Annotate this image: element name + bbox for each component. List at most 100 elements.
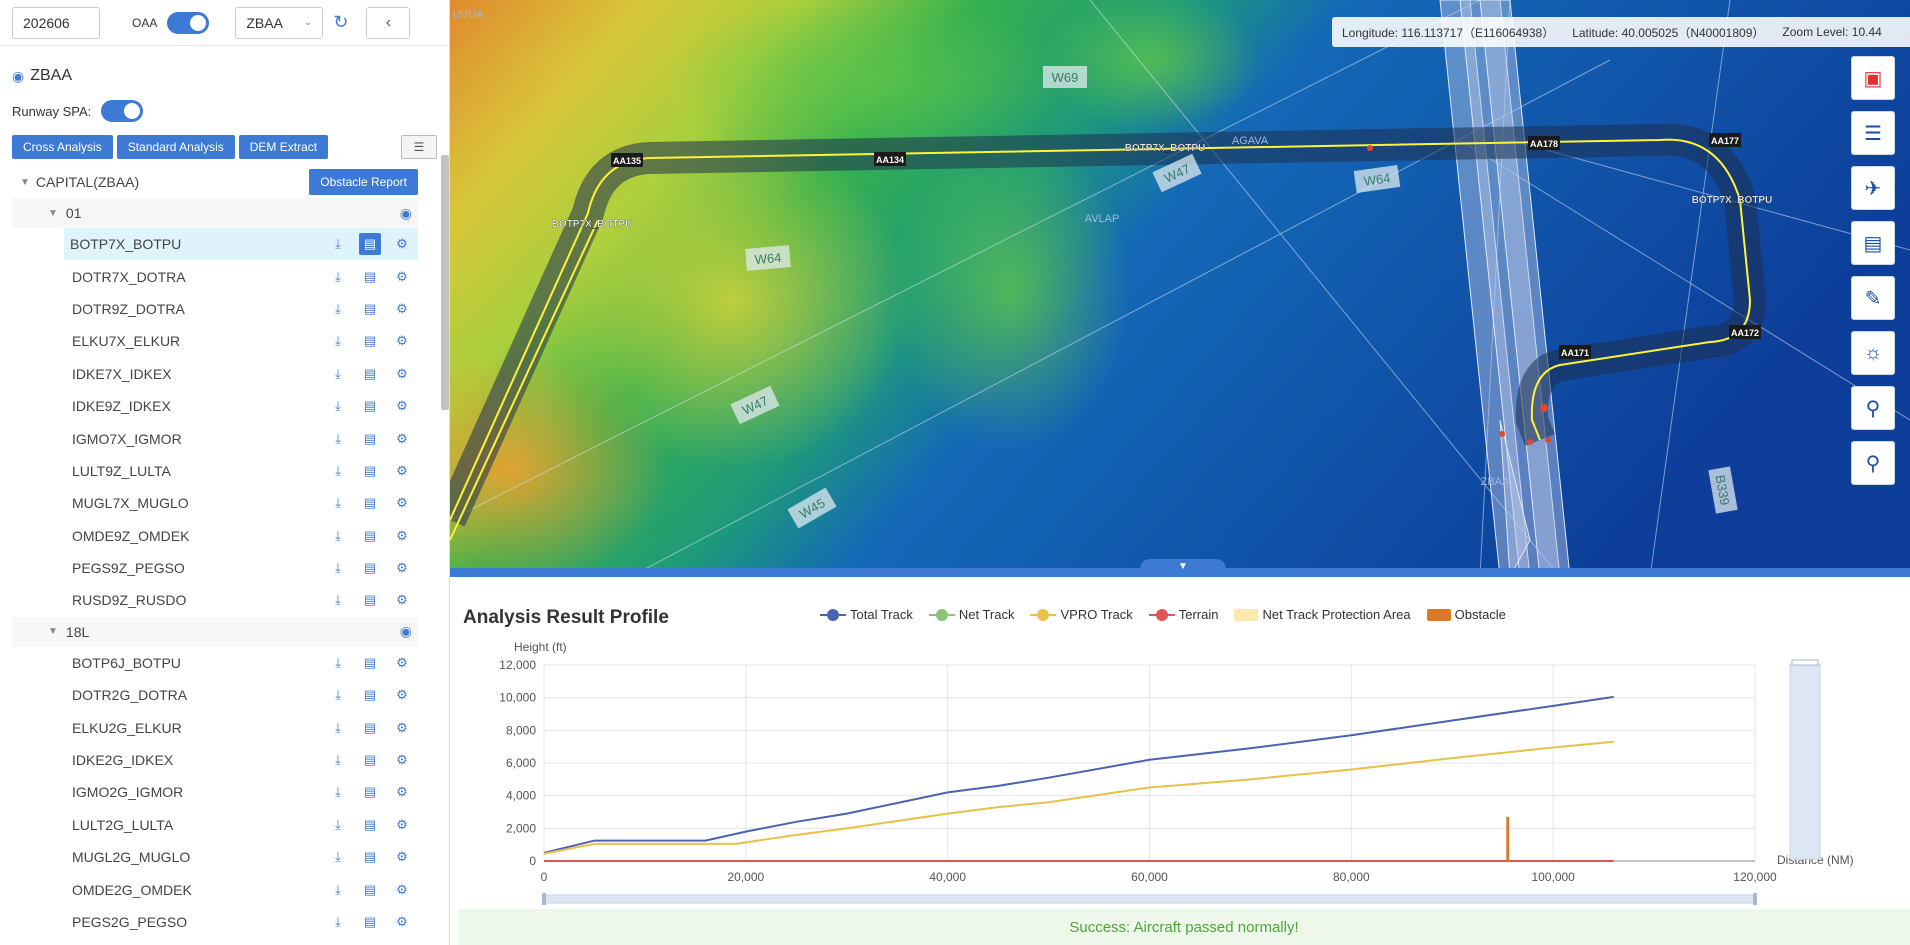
series-line-total-track[interactable] [543,695,1614,854]
x-zoom-slider[interactable] [543,894,1756,904]
procedure-item[interactable]: MUGL2G_MUGLO ⤓ ▤ ⚙ [66,841,418,873]
airport-select[interactable]: ZBAA ⌄ [235,6,324,39]
document-icon[interactable]: ▤ [363,398,377,414]
map-view[interactable]: W69 W47 W64 W64 W47 W45 B339 AA135 AA134 AA178 AA… [450,0,1910,577]
legend-item[interactable]: VPRO Track [1030,607,1133,622]
gear-icon[interactable]: ⚙ [396,914,408,929]
procedure-item[interactable]: LULT2G_LULTA ⤓ ▤ ⚙ [66,809,418,841]
legend-item[interactable]: Terrain [1148,607,1218,622]
download-icon[interactable]: ⤓ [335,784,341,800]
download-icon[interactable]: ⤓ [335,527,341,543]
obstacle-report-button[interactable]: Obstacle Report [309,169,418,195]
document-icon[interactable]: ▤ [363,914,377,929]
download-icon[interactable]: ⤓ [335,430,341,446]
procedure-item[interactable]: PEGS9Z_PEGSO ⤓ ▤ ⚙ [66,552,418,584]
tree-group-01[interactable]: ▼ 01 ◉ [12,198,418,228]
procedure-item[interactable]: ELKU7X_ELKUR ⤓ ▤ ⚙ [66,325,418,357]
eye-icon[interactable]: ◉ [399,204,412,221]
cross-analysis-button[interactable]: Cross Analysis [12,135,113,159]
gear-icon[interactable]: ⚙ [396,268,408,284]
gear-icon[interactable]: ⚙ [396,398,408,414]
document-icon[interactable]: ▤ [363,300,377,316]
procedure-item[interactable]: ELKU2G_ELKUR ⤓ ▤ ⚙ [66,711,418,743]
procedure-item[interactable]: DOTR2G_DOTRA ⤓ ▤ ⚙ [66,679,418,711]
document-icon[interactable]: ▤ [363,560,377,576]
gear-icon[interactable]: ⚙ [396,752,408,768]
gear-icon[interactable]: ⚙ [396,687,408,703]
download-icon[interactable]: ⤓ [335,654,341,670]
download-icon[interactable]: ⤓ [335,914,341,929]
document-icon[interactable]: ▤ [363,752,377,768]
gear-icon[interactable]: ⚙ [396,300,408,316]
download-icon[interactable]: ⤓ [335,495,341,511]
document-icon[interactable]: ▤ [363,719,377,735]
download-icon[interactable]: ⤓ [335,560,341,576]
standard-analysis-button[interactable]: Standard Analysis [116,135,235,159]
download-icon[interactable]: ⤓ [335,268,341,284]
procedure-item[interactable]: BOTP6J_BOTPU ⤓ ▤ ⚙ [66,647,418,679]
gear-icon[interactable]: ⚙ [396,654,408,670]
procedure-item[interactable]: PEGS2G_PEGSO ⤓ ▤ ⚙ [66,906,418,938]
document-icon[interactable]: ▤ [363,430,377,446]
document-icon[interactable]: ▤ [363,462,377,478]
gear-icon[interactable]: ⚙ [396,236,408,252]
legend-item[interactable]: Obstacle [1426,607,1506,622]
tree-root[interactable]: ▼ CAPITAL(ZBAA) Obstacle Report [0,166,430,198]
procedure-item[interactable]: IDKE7X_IDKEX ⤓ ▤ ⚙ [66,358,418,390]
download-icon[interactable]: ⤓ [335,719,341,735]
runway-icon[interactable]: ▤ [1851,221,1895,265]
refresh-icon[interactable]: ↻ [333,12,349,32]
download-icon[interactable]: ⤓ [335,333,341,349]
procedure-item[interactable]: OMDE9Z_OMDEK ⤓ ▤ ⚙ [66,520,418,552]
document-icon[interactable]: ▤ [363,784,377,800]
tree-group-18L[interactable]: ▼ 18L ◉ [12,616,418,647]
search-icon[interactable]: ⚲ [1851,441,1895,485]
gear-icon[interactable]: ⚙ [396,719,408,735]
legend-item[interactable]: Net Track [928,607,1014,622]
document-icon[interactable]: ▤ [359,233,381,256]
series-line-vpro-track[interactable] [543,740,1614,855]
gear-icon[interactable]: ⚙ [396,560,408,576]
sidebar-scrollbar[interactable] [441,155,449,410]
document-icon[interactable]: ▤ [363,654,377,670]
gear-icon[interactable]: ⚙ [396,462,408,478]
year-input[interactable]: 202606 [12,6,100,39]
gear-icon[interactable]: ⚙ [396,527,408,543]
document-icon[interactable]: ▤ [363,687,377,703]
procedure-item[interactable]: OMDE2G_OMDEK ⤓ ▤ ⚙ [66,873,418,905]
gear-icon[interactable]: ⚙ [396,365,408,381]
oaa-toggle[interactable] [167,11,210,34]
download-icon[interactable]: ⤓ [335,236,341,252]
document-icon[interactable]: ▤ [363,592,377,608]
gear-icon[interactable]: ⚙ [396,495,408,511]
procedure-item[interactable]: BOTP7X_BOTPU ⤓ ▤ ⚙ [64,228,418,261]
obstacle-bar[interactable] [1506,816,1510,861]
collapse-profile-button[interactable]: ▼ [1140,559,1226,575]
dem-extract-button[interactable]: DEM Extract [238,135,329,159]
document-icon[interactable]: ▤ [363,365,377,381]
fullscreen-icon[interactable]: ▣ [1851,56,1895,100]
download-icon[interactable]: ⤓ [335,462,341,478]
profile-chart[interactable]: Height (ft) 0 2,000 4,000 6,000 8,000 10,000 12… [450,577,1910,907]
gear-icon[interactable]: ⚙ [396,333,408,349]
eye-icon[interactable]: ◉ [399,623,412,640]
procedure-item[interactable]: DOTR9Z_DOTRA ⤓ ▤ ⚙ [66,293,418,325]
document-icon[interactable]: ▤ [363,268,377,284]
procedure-item[interactable]: IGMO2G_IGMOR ⤓ ▤ ⚙ [66,776,418,808]
gear-icon[interactable]: ⚙ [396,881,408,897]
document-icon[interactable]: ▤ [363,881,377,897]
document-icon[interactable]: ▤ [363,849,377,865]
legend-item[interactable]: Net Track Protection Area [1234,607,1411,622]
document-icon[interactable]: ▤ [363,333,377,349]
y-zoom-slider[interactable] [1789,663,1821,860]
procedure-item[interactable]: LULT9Z_LULTA ⤓ ▤ ⚙ [66,455,418,487]
menu-icon[interactable]: ☰ [401,135,437,159]
document-icon[interactable]: ▤ [363,495,377,511]
download-icon[interactable]: ⤓ [335,300,341,316]
gear-icon[interactable]: ⚙ [396,816,408,832]
collapse-sidebar-button[interactable]: ‹ [366,6,411,39]
procedure-item[interactable]: MUGL7X_MUGLO ⤓ ▤ ⚙ [66,487,418,519]
document-icon[interactable]: ▤ [363,527,377,543]
runway-spa-toggle[interactable] [101,100,144,122]
